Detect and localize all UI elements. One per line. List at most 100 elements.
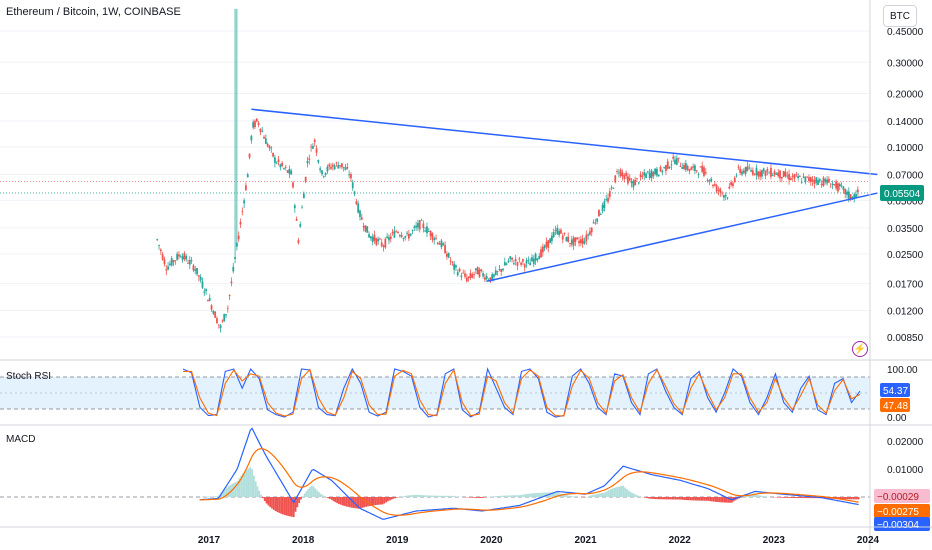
- macd-histogram-bar: [618, 486, 621, 497]
- candle-body: [625, 172, 628, 176]
- candle-body: [500, 269, 503, 272]
- candle-body: [190, 260, 193, 262]
- macd-histogram-bar: [651, 497, 654, 499]
- macd-histogram-bar: [644, 497, 646, 498]
- candle-body: [288, 168, 291, 174]
- macd-histogram-bar: [609, 489, 612, 497]
- candle-body: [417, 223, 419, 228]
- macd-histogram-bar: [707, 497, 710, 501]
- candle-body: [572, 237, 575, 246]
- candle-body: [255, 118, 258, 122]
- stoch-rsi-tick-label: 100.00: [887, 365, 918, 376]
- macd-histogram-bar: [566, 495, 569, 497]
- candle-body: [272, 152, 274, 157]
- candle-body: [688, 169, 691, 172]
- candle-body: [402, 237, 405, 239]
- candle-body: [652, 172, 655, 177]
- currency-unit-button[interactable]: BTC: [883, 5, 917, 27]
- macd-histogram-bar: [633, 493, 635, 497]
- macd-histogram-bar: [750, 494, 753, 497]
- macd-histogram-bar: [740, 497, 742, 498]
- macd-histogram-bar: [765, 496, 768, 497]
- candle-body: [471, 274, 474, 278]
- stoch-rsi-tick-label: 0.00: [887, 413, 907, 424]
- candle-body: [246, 174, 249, 178]
- candle-body: [241, 211, 244, 213]
- macd-histogram-bar: [272, 497, 275, 510]
- candle-body: [194, 269, 197, 271]
- macd-histogram-bar: [238, 478, 241, 497]
- candle-body: [389, 236, 392, 239]
- macd-histogram-bar: [839, 497, 842, 500]
- candle-body: [585, 234, 588, 242]
- candle-body: [203, 291, 206, 293]
- candle-body: [498, 269, 501, 270]
- macd-histogram-bar: [841, 497, 844, 500]
- candle-body: [474, 268, 477, 271]
- price-gridlines: [0, 30, 870, 338]
- macd-histogram-bar: [213, 496, 215, 497]
- macd-histogram-bar: [347, 497, 349, 507]
- candle-body: [210, 305, 213, 310]
- macd-histogram-bar: [227, 486, 230, 497]
- candle-body: [344, 167, 347, 170]
- candle-body: [800, 181, 803, 183]
- candle-body: [569, 243, 571, 244]
- candle-body: [728, 186, 731, 189]
- macd-histogram-bar: [524, 494, 527, 497]
- macd-histogram-bar: [606, 491, 608, 497]
- macd-histogram-bar: [406, 495, 409, 497]
- candle-body: [847, 191, 850, 199]
- macd-histogram-bar: [410, 495, 413, 497]
- macd-histogram-bar: [287, 497, 290, 516]
- candle-body: [715, 185, 718, 192]
- macd-histogram-bar: [430, 495, 433, 497]
- candle-body: [159, 249, 162, 252]
- stoch-rsi-pane: 100.00 0.00 54.37 47.48: [0, 365, 918, 424]
- candle-body: [599, 214, 602, 215]
- macd-histogram-bar: [662, 497, 664, 500]
- candle-body: [279, 164, 282, 168]
- candle-body: [382, 245, 385, 248]
- trendline: [486, 192, 878, 283]
- macd-histogram-bar: [224, 488, 226, 497]
- macd-histogram-bar: [761, 495, 764, 497]
- candle-body: [248, 153, 251, 158]
- candle-body: [679, 166, 682, 168]
- candle-body: [824, 179, 827, 182]
- candle-body: [578, 240, 580, 244]
- macd-histogram-bar: [285, 497, 288, 516]
- candle-body: [726, 197, 729, 199]
- macd-histogram-bar: [428, 495, 431, 497]
- candle-body: [846, 191, 848, 195]
- macd-histogram-bar: [759, 495, 762, 497]
- lightning-icon[interactable]: ⚡: [852, 341, 868, 357]
- candle-body: [782, 171, 785, 177]
- macd-histogram-bar: [533, 493, 536, 497]
- candle-body: [780, 177, 783, 179]
- macd-histogram-bar: [435, 495, 438, 497]
- candle-body: [353, 191, 356, 195]
- macd-histogram-bar: [517, 495, 520, 497]
- candle-body: [742, 170, 745, 173]
- stoch-rsi-d-line: [183, 368, 861, 417]
- candle-body: [438, 243, 441, 245]
- macd-histogram-bar: [394, 497, 397, 499]
- macd-histogram-bar: [787, 497, 789, 498]
- macd-histogram-bar: [415, 494, 418, 497]
- candle-body: [616, 171, 618, 172]
- candle-body: [804, 176, 807, 183]
- candle-body: [379, 238, 381, 240]
- macd-histogram-bar: [385, 497, 387, 503]
- candle-body: [799, 176, 801, 177]
- macd-histogram-bar: [667, 497, 670, 500]
- macd-histogram-bar: [390, 497, 393, 500]
- candle-body: [596, 218, 599, 222]
- candle-body: [512, 263, 515, 265]
- candle-body: [617, 172, 620, 174]
- candle-body: [657, 174, 660, 177]
- candle-body: [529, 262, 532, 266]
- macd-histogram-bar: [551, 492, 554, 497]
- candle-body: [672, 156, 675, 159]
